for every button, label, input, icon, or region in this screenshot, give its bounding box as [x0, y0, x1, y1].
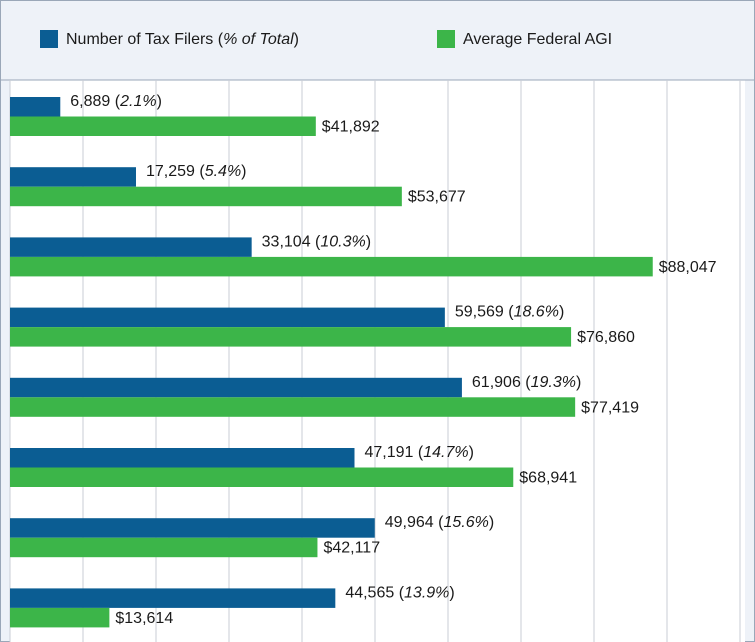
bar	[10, 397, 576, 417]
value-label: $68,941	[519, 470, 577, 487]
bar	[10, 97, 61, 117]
bar	[10, 186, 402, 207]
value-label: $41,892	[322, 119, 380, 136]
value-label: $42,117	[323, 540, 380, 557]
bar	[10, 327, 572, 347]
value-label: 6,889 (2.1%)	[70, 93, 162, 110]
value-label: 44,565 (13.9%)	[345, 585, 454, 602]
value-label: 59,569 (18.6%)	[455, 304, 564, 321]
value-label: 47,191 (14.7%)	[364, 444, 473, 461]
bar	[10, 518, 375, 538]
value-label: 49,964 (15.6%)	[385, 514, 494, 531]
value-label: $88,047	[659, 259, 717, 276]
legend-swatch	[40, 30, 58, 48]
bar	[10, 307, 445, 328]
legend-label: Number of Tax Filers (% of Total)	[66, 31, 299, 48]
legend-label: Average Federal AGI	[463, 31, 612, 48]
value-label: $76,860	[577, 329, 635, 346]
bar	[10, 167, 136, 187]
value-label: 17,259 (5.4%)	[146, 163, 247, 180]
bars: 6,889 (2.1%) $41,892 17,259 (5.4%) $53,677 3…	[10, 93, 717, 628]
legend-swatch	[437, 30, 455, 48]
value-label: 33,104 (10.3%)	[262, 234, 371, 251]
bar	[10, 448, 355, 468]
value-label: 61,906 (19.3%)	[472, 374, 581, 391]
legend: Number of Tax Filers (% of Total) Average…	[40, 30, 612, 48]
bar	[10, 116, 316, 136]
bar	[10, 588, 336, 608]
bar	[10, 377, 462, 398]
bar	[10, 237, 252, 257]
value-label: $53,677	[408, 189, 466, 206]
bar	[10, 467, 514, 487]
plot-area	[10, 80, 745, 642]
bar	[10, 607, 110, 628]
bar	[10, 537, 318, 558]
bar	[10, 256, 653, 277]
value-label: $77,419	[581, 400, 639, 417]
value-label: $13,614	[115, 610, 173, 627]
